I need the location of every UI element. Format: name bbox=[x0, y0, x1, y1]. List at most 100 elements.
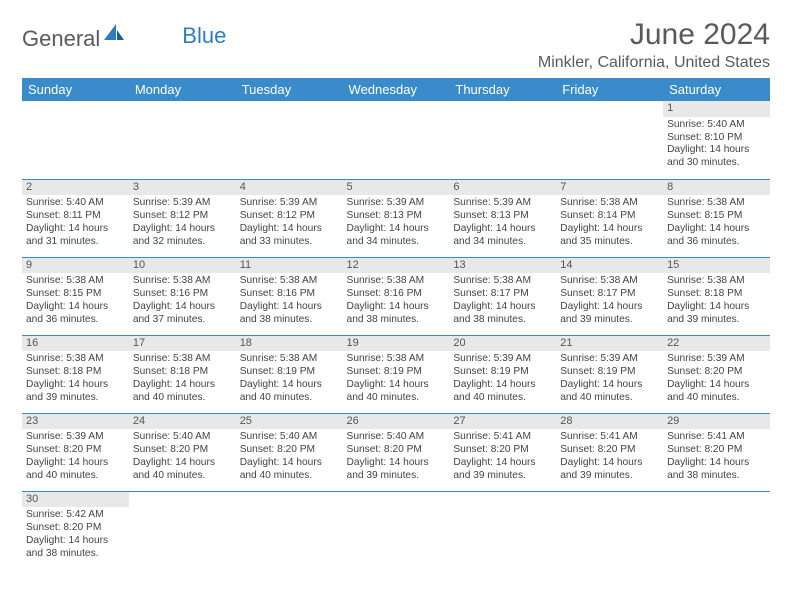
calendar-cell: 27Sunrise: 5:41 AMSunset: 8:20 PMDayligh… bbox=[449, 413, 556, 491]
calendar-cell: 15Sunrise: 5:38 AMSunset: 8:18 PMDayligh… bbox=[663, 257, 770, 335]
date-number: 11 bbox=[236, 258, 343, 274]
cell-body: Sunrise: 5:38 AMSunset: 8:19 PMDaylight:… bbox=[343, 351, 450, 406]
cell-body: Sunrise: 5:38 AMSunset: 8:15 PMDaylight:… bbox=[663, 195, 770, 250]
daylight-text: Daylight: 14 hours and 31 minutes. bbox=[26, 223, 125, 249]
sunrise-text: Sunrise: 5:39 AM bbox=[347, 197, 446, 210]
day-header: Friday bbox=[556, 78, 663, 101]
sunset-text: Sunset: 8:19 PM bbox=[240, 366, 339, 379]
cell-body: Sunrise: 5:38 AMSunset: 8:16 PMDaylight:… bbox=[129, 273, 236, 328]
cell-body: Sunrise: 5:42 AMSunset: 8:20 PMDaylight:… bbox=[22, 507, 129, 562]
date-number: 16 bbox=[22, 336, 129, 352]
date-number: 17 bbox=[129, 336, 236, 352]
calendar-cell: 4Sunrise: 5:39 AMSunset: 8:12 PMDaylight… bbox=[236, 179, 343, 257]
daylight-text: Daylight: 14 hours and 39 minutes. bbox=[560, 457, 659, 483]
sunrise-text: Sunrise: 5:40 AM bbox=[347, 431, 446, 444]
cell-body: Sunrise: 5:38 AMSunset: 8:18 PMDaylight:… bbox=[663, 273, 770, 328]
sunrise-text: Sunrise: 5:38 AM bbox=[347, 275, 446, 288]
sunset-text: Sunset: 8:20 PM bbox=[560, 444, 659, 457]
sunset-text: Sunset: 8:12 PM bbox=[133, 210, 232, 223]
page-title: June 2024 bbox=[538, 18, 770, 52]
cell-body: Sunrise: 5:39 AMSunset: 8:19 PMDaylight:… bbox=[556, 351, 663, 406]
calendar-cell bbox=[343, 101, 450, 179]
sunset-text: Sunset: 8:18 PM bbox=[26, 366, 125, 379]
daylight-text: Daylight: 14 hours and 34 minutes. bbox=[347, 223, 446, 249]
sunrise-text: Sunrise: 5:39 AM bbox=[453, 197, 552, 210]
sunset-text: Sunset: 8:19 PM bbox=[453, 366, 552, 379]
calendar-week: 9Sunrise: 5:38 AMSunset: 8:15 PMDaylight… bbox=[22, 257, 770, 335]
day-header: Sunday bbox=[22, 78, 129, 101]
calendar-cell: 16Sunrise: 5:38 AMSunset: 8:18 PMDayligh… bbox=[22, 335, 129, 413]
sunset-text: Sunset: 8:20 PM bbox=[240, 444, 339, 457]
sunrise-text: Sunrise: 5:40 AM bbox=[667, 119, 766, 132]
calendar-cell bbox=[129, 491, 236, 569]
sunrise-text: Sunrise: 5:38 AM bbox=[133, 353, 232, 366]
calendar-cell: 30Sunrise: 5:42 AMSunset: 8:20 PMDayligh… bbox=[22, 491, 129, 569]
calendar-cell: 2Sunrise: 5:40 AMSunset: 8:11 PMDaylight… bbox=[22, 179, 129, 257]
cell-body: Sunrise: 5:40 AMSunset: 8:10 PMDaylight:… bbox=[663, 117, 770, 172]
calendar-cell bbox=[236, 491, 343, 569]
calendar-cell: 21Sunrise: 5:39 AMSunset: 8:19 PMDayligh… bbox=[556, 335, 663, 413]
calendar-week: 23Sunrise: 5:39 AMSunset: 8:20 PMDayligh… bbox=[22, 413, 770, 491]
date-number: 6 bbox=[449, 180, 556, 196]
calendar-table: SundayMondayTuesdayWednesdayThursdayFrid… bbox=[22, 78, 770, 569]
date-number: 3 bbox=[129, 180, 236, 196]
day-header-row: SundayMondayTuesdayWednesdayThursdayFrid… bbox=[22, 78, 770, 101]
sunrise-text: Sunrise: 5:38 AM bbox=[347, 353, 446, 366]
date-number: 24 bbox=[129, 414, 236, 430]
date-number: 13 bbox=[449, 258, 556, 274]
sunset-text: Sunset: 8:20 PM bbox=[26, 522, 125, 535]
calendar-cell: 25Sunrise: 5:40 AMSunset: 8:20 PMDayligh… bbox=[236, 413, 343, 491]
date-number: 15 bbox=[663, 258, 770, 274]
sunset-text: Sunset: 8:15 PM bbox=[667, 210, 766, 223]
calendar-cell bbox=[663, 491, 770, 569]
calendar-cell: 29Sunrise: 5:41 AMSunset: 8:20 PMDayligh… bbox=[663, 413, 770, 491]
sunset-text: Sunset: 8:19 PM bbox=[347, 366, 446, 379]
cell-body: Sunrise: 5:38 AMSunset: 8:18 PMDaylight:… bbox=[22, 351, 129, 406]
calendar-cell bbox=[129, 101, 236, 179]
cell-body: Sunrise: 5:38 AMSunset: 8:14 PMDaylight:… bbox=[556, 195, 663, 250]
sunrise-text: Sunrise: 5:38 AM bbox=[240, 353, 339, 366]
daylight-text: Daylight: 14 hours and 36 minutes. bbox=[26, 301, 125, 327]
calendar-cell: 28Sunrise: 5:41 AMSunset: 8:20 PMDayligh… bbox=[556, 413, 663, 491]
sunset-text: Sunset: 8:20 PM bbox=[133, 444, 232, 457]
date-number: 28 bbox=[556, 414, 663, 430]
sunrise-text: Sunrise: 5:39 AM bbox=[667, 353, 766, 366]
sunset-text: Sunset: 8:19 PM bbox=[560, 366, 659, 379]
calendar-cell: 1Sunrise: 5:40 AMSunset: 8:10 PMDaylight… bbox=[663, 101, 770, 179]
day-header: Wednesday bbox=[343, 78, 450, 101]
date-number: 22 bbox=[663, 336, 770, 352]
daylight-text: Daylight: 14 hours and 30 minutes. bbox=[667, 144, 766, 170]
date-number: 23 bbox=[22, 414, 129, 430]
daylight-text: Daylight: 14 hours and 39 minutes. bbox=[347, 457, 446, 483]
logo: General Blue bbox=[22, 18, 226, 52]
cell-body: Sunrise: 5:38 AMSunset: 8:17 PMDaylight:… bbox=[556, 273, 663, 328]
date-number: 7 bbox=[556, 180, 663, 196]
sunrise-text: Sunrise: 5:39 AM bbox=[560, 353, 659, 366]
sunrise-text: Sunrise: 5:38 AM bbox=[453, 275, 552, 288]
sunset-text: Sunset: 8:18 PM bbox=[133, 366, 232, 379]
calendar-cell: 19Sunrise: 5:38 AMSunset: 8:19 PMDayligh… bbox=[343, 335, 450, 413]
cell-body: Sunrise: 5:38 AMSunset: 8:18 PMDaylight:… bbox=[129, 351, 236, 406]
date-number: 5 bbox=[343, 180, 450, 196]
daylight-text: Daylight: 14 hours and 40 minutes. bbox=[667, 379, 766, 405]
location-text: Minkler, California, United States bbox=[538, 54, 770, 72]
logo-word1: General bbox=[22, 26, 100, 52]
daylight-text: Daylight: 14 hours and 38 minutes. bbox=[667, 457, 766, 483]
day-header: Saturday bbox=[663, 78, 770, 101]
sunrise-text: Sunrise: 5:38 AM bbox=[667, 275, 766, 288]
sunrise-text: Sunrise: 5:39 AM bbox=[133, 197, 232, 210]
sunrise-text: Sunrise: 5:41 AM bbox=[560, 431, 659, 444]
cell-body: Sunrise: 5:39 AMSunset: 8:12 PMDaylight:… bbox=[129, 195, 236, 250]
sunset-text: Sunset: 8:14 PM bbox=[560, 210, 659, 223]
calendar-cell: 5Sunrise: 5:39 AMSunset: 8:13 PMDaylight… bbox=[343, 179, 450, 257]
daylight-text: Daylight: 14 hours and 40 minutes. bbox=[347, 379, 446, 405]
calendar-cell: 23Sunrise: 5:39 AMSunset: 8:20 PMDayligh… bbox=[22, 413, 129, 491]
daylight-text: Daylight: 14 hours and 32 minutes. bbox=[133, 223, 232, 249]
calendar-cell: 22Sunrise: 5:39 AMSunset: 8:20 PMDayligh… bbox=[663, 335, 770, 413]
daylight-text: Daylight: 14 hours and 40 minutes. bbox=[133, 457, 232, 483]
cell-body: Sunrise: 5:39 AMSunset: 8:20 PMDaylight:… bbox=[663, 351, 770, 406]
sunrise-text: Sunrise: 5:40 AM bbox=[133, 431, 232, 444]
cell-body: Sunrise: 5:40 AMSunset: 8:20 PMDaylight:… bbox=[129, 429, 236, 484]
sunset-text: Sunset: 8:18 PM bbox=[667, 288, 766, 301]
calendar-week: 30Sunrise: 5:42 AMSunset: 8:20 PMDayligh… bbox=[22, 491, 770, 569]
